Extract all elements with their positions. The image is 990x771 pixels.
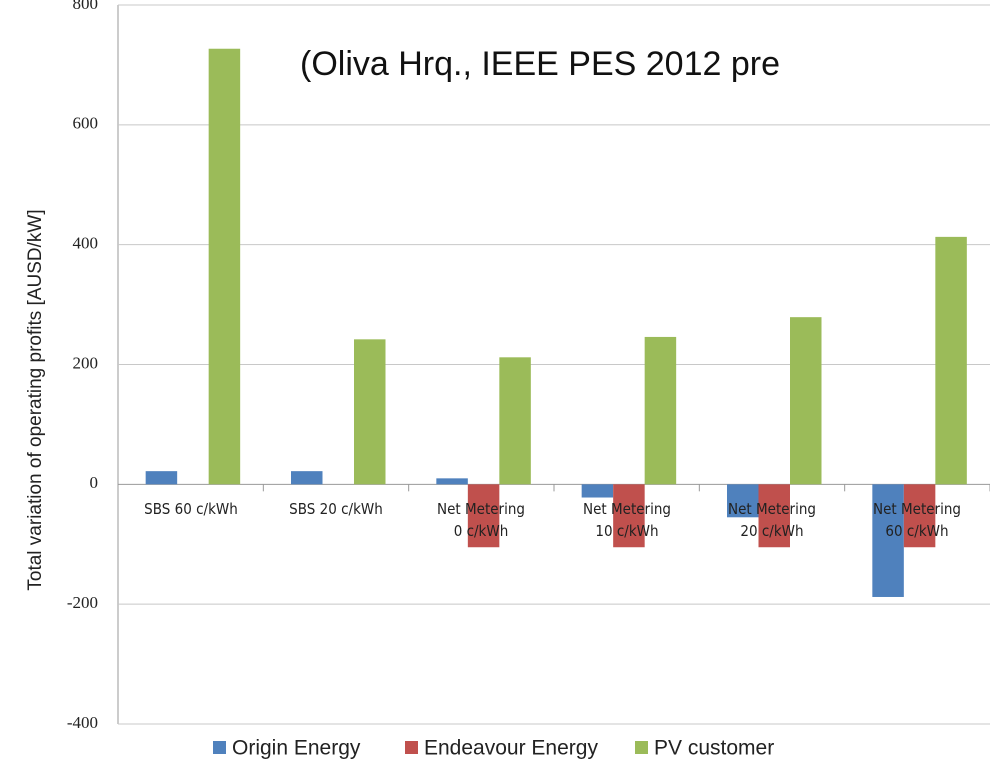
bar <box>208 48 241 485</box>
legend-label: Endeavour Energy <box>424 737 598 760</box>
annotation: (Oliva Hrq., IEEE PES 2012 pre <box>300 45 780 83</box>
legend-swatch <box>405 741 418 754</box>
x-tick-label: SBS 20 c/kWh <box>289 500 383 519</box>
y-tick-label: 400 <box>73 234 99 253</box>
y-tick-label: 600 <box>73 114 99 133</box>
bar <box>354 339 386 485</box>
bar <box>727 484 759 518</box>
bar <box>291 471 323 485</box>
legend-swatch <box>635 741 648 754</box>
legend-label: Origin Energy <box>232 737 361 760</box>
x-tick-label: SBS 60 c/kWh <box>143 500 238 519</box>
legend-swatch <box>213 741 226 754</box>
bar <box>436 478 468 485</box>
bar <box>903 484 936 548</box>
bar <box>467 484 500 548</box>
x-tick-label: Net Metering 10 c/kWh <box>582 500 671 541</box>
bar <box>145 471 178 485</box>
y-axis-label: Total variation of operating profits [AU… <box>25 209 46 590</box>
x-tick-label: Net Metering 60 c/kWh <box>873 500 962 541</box>
bar <box>499 357 531 485</box>
y-tick-label: -200 <box>67 593 98 612</box>
bar <box>613 484 645 548</box>
bar <box>644 336 677 485</box>
y-tick-label: 0 <box>90 473 99 492</box>
bar <box>935 236 967 485</box>
bar <box>790 317 822 485</box>
y-tick-label: 200 <box>73 353 99 372</box>
legend-label: PV customer <box>654 737 774 760</box>
bar <box>758 484 790 548</box>
x-tick-label: Net Metering 0 c/kWh <box>437 500 526 541</box>
x-tick-label: Net Metering 20 c/kWh <box>728 500 816 541</box>
y-tick-label: -400 <box>67 713 98 732</box>
bar <box>872 484 904 597</box>
y-tick-label: 800 <box>73 0 99 13</box>
bar <box>581 484 614 498</box>
